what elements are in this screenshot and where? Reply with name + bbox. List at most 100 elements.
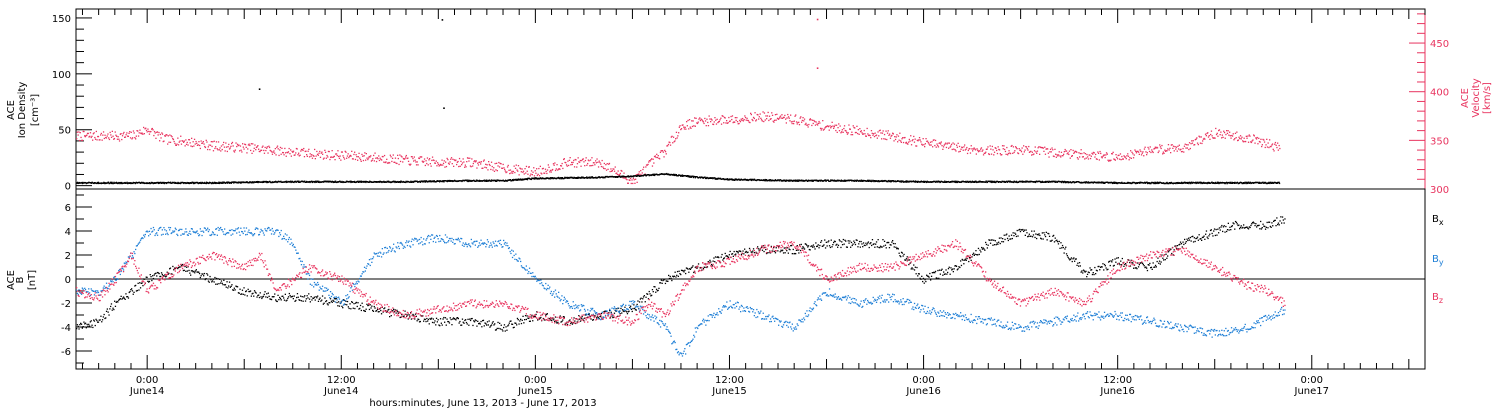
velocity-point — [1188, 148, 1190, 151]
velocity-point — [660, 150, 662, 152]
bx-point — [419, 320, 421, 323]
velocity-point — [616, 173, 619, 176]
velocity-point — [473, 160, 475, 163]
bx-point — [299, 299, 301, 301]
velocity-point — [736, 117, 738, 119]
velocity-point — [1103, 154, 1105, 156]
ion-density-point — [690, 176, 693, 178]
velocity-point — [988, 153, 990, 155]
velocity-point — [620, 169, 622, 172]
velocity-point — [126, 132, 128, 134]
velocity-point — [450, 158, 452, 160]
bx-point — [604, 310, 606, 312]
bx-point — [589, 315, 591, 318]
velocity-point — [547, 164, 549, 166]
velocity-point — [1075, 150, 1077, 153]
velocity-point — [595, 162, 597, 164]
velocity-point — [1037, 147, 1039, 149]
bx-point — [389, 316, 391, 318]
velocity-point — [557, 169, 559, 171]
ion-density-point — [922, 181, 925, 183]
bx-point — [206, 273, 208, 275]
velocity-point — [275, 154, 277, 156]
velocity-point — [1023, 145, 1025, 147]
velocity-point — [667, 145, 669, 147]
velocity-point — [950, 143, 953, 145]
ion-density-point — [1047, 180, 1049, 183]
velocity-point — [1198, 135, 1200, 137]
velocity-point — [102, 134, 104, 136]
ion-density-point — [192, 182, 195, 185]
velocity-point — [431, 156, 434, 158]
velocity-point — [1039, 146, 1041, 148]
bx-point — [252, 292, 254, 294]
bx-point — [120, 295, 122, 297]
velocity-point — [347, 153, 349, 155]
bx-point — [583, 317, 586, 319]
velocity-point — [584, 159, 587, 162]
bx-point — [347, 306, 349, 308]
bx-point — [207, 274, 209, 276]
velocity-point — [336, 154, 338, 157]
velocity-point — [964, 149, 966, 151]
velocity-point — [827, 125, 829, 127]
velocity-point — [1082, 156, 1084, 158]
velocity-point — [1093, 152, 1095, 154]
velocity-point — [774, 114, 777, 116]
bx-point — [447, 320, 449, 323]
ion-density-point — [782, 180, 784, 182]
velocity-point — [1141, 152, 1143, 154]
bx-point — [137, 282, 139, 284]
ion-density-point — [1146, 181, 1148, 183]
velocity-point — [776, 113, 778, 115]
velocity-point — [755, 120, 757, 122]
bx-point — [489, 326, 491, 328]
bx-point — [482, 319, 485, 321]
bx-point — [148, 281, 150, 283]
velocity-point — [1183, 145, 1186, 147]
bx-point — [300, 300, 303, 302]
bx-point — [208, 281, 210, 283]
velocity-point — [1133, 154, 1135, 156]
ion-density-point — [861, 180, 863, 182]
bx-point — [659, 282, 662, 284]
velocity-point — [639, 173, 641, 175]
velocity-point — [419, 156, 421, 158]
velocity-point — [1124, 156, 1126, 158]
velocity-point — [1015, 147, 1017, 149]
bx-point — [150, 276, 152, 278]
velocity-point — [344, 150, 346, 152]
ion-density-point — [590, 176, 593, 178]
ion-density-point — [192, 182, 194, 184]
ion-density-point — [966, 181, 968, 183]
ion-density-point — [1195, 181, 1197, 183]
velocity-point — [269, 149, 271, 152]
velocity-point — [415, 161, 417, 163]
velocity-point — [1063, 153, 1065, 155]
bx-point — [579, 320, 582, 322]
bx-point — [562, 316, 565, 318]
velocity-point — [323, 157, 325, 159]
bx-point — [319, 297, 321, 299]
velocity-point — [1273, 150, 1275, 152]
velocity-point — [1049, 151, 1051, 153]
velocity-point — [207, 146, 209, 148]
bx-point — [526, 315, 528, 317]
ion-density-point — [1196, 182, 1199, 184]
velocity-point — [357, 156, 359, 158]
velocity-point — [668, 141, 670, 143]
ion-density-point — [978, 181, 980, 183]
velocity-point — [363, 155, 365, 157]
velocity-point — [175, 144, 177, 146]
bx-point — [378, 311, 380, 313]
ion-density-point — [979, 181, 981, 183]
bx-point — [345, 300, 347, 302]
ion-density-point — [1054, 181, 1057, 183]
velocity-point — [369, 156, 371, 158]
b-tick-label: 0 — [65, 275, 71, 286]
bx-point — [478, 323, 480, 325]
velocity-point — [902, 141, 905, 144]
velocity-point — [1242, 140, 1244, 142]
velocity-point — [1110, 159, 1112, 161]
ion-density-point — [290, 180, 292, 182]
